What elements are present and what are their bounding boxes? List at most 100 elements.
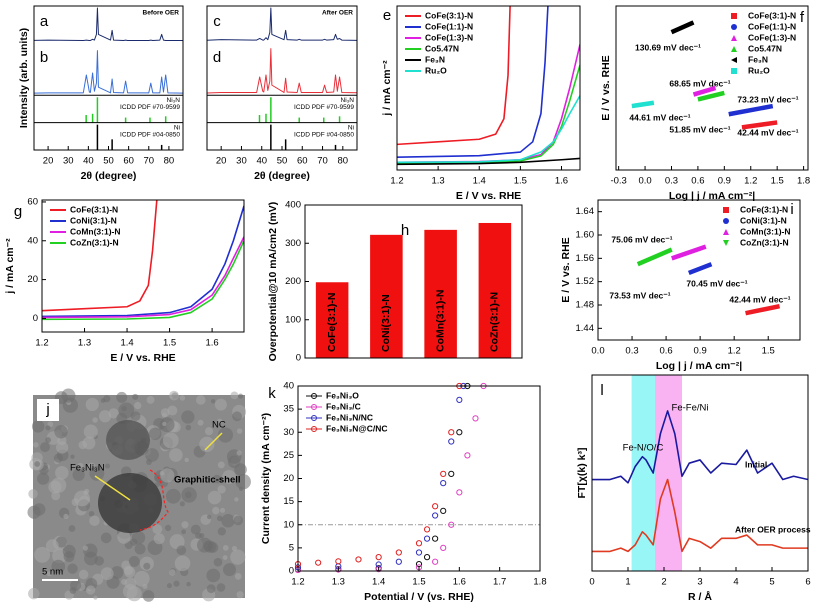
legend-swatch bbox=[723, 229, 729, 235]
texture bbox=[236, 450, 242, 456]
legend-swatch bbox=[731, 13, 737, 19]
x-tick-label: 30 bbox=[236, 156, 247, 167]
data-line bbox=[671, 244, 707, 261]
texture bbox=[70, 579, 82, 591]
legend-swatch bbox=[731, 24, 737, 30]
legend-label: CoZn(3:1)-N bbox=[70, 237, 119, 247]
texture bbox=[213, 557, 223, 567]
panel-label: a bbox=[40, 13, 49, 30]
texture bbox=[159, 417, 175, 433]
texture bbox=[181, 487, 197, 503]
x-tick-label: 1.5 bbox=[762, 346, 775, 357]
legend-swatch bbox=[723, 218, 729, 224]
bar bbox=[315, 282, 349, 358]
panel-title: Before OER bbox=[143, 10, 180, 17]
panel-label: e bbox=[383, 7, 391, 24]
texture bbox=[207, 490, 222, 505]
data-line bbox=[741, 120, 778, 130]
legend-label: CoFe(1:1)-N bbox=[425, 21, 473, 31]
x-tick-label: 50 bbox=[277, 156, 288, 167]
data-point bbox=[456, 396, 463, 403]
legend-swatch bbox=[731, 35, 737, 41]
data-point bbox=[423, 526, 431, 533]
x-tick-label: 70 bbox=[317, 156, 328, 167]
texture bbox=[84, 551, 98, 566]
data-line bbox=[34, 50, 183, 94]
texture bbox=[28, 587, 40, 600]
texture bbox=[45, 539, 59, 553]
texture bbox=[174, 555, 191, 572]
y-tick-label: 15 bbox=[283, 496, 294, 507]
texture bbox=[235, 473, 251, 490]
x-tick-label: 0 bbox=[589, 577, 594, 588]
y-tick-label: 20 bbox=[283, 473, 294, 484]
x-axis-label: Log | j / mA cm⁻²| bbox=[669, 190, 755, 202]
slope-label: 51.85 mV dec⁻¹ bbox=[669, 124, 730, 134]
data-line bbox=[397, 95, 580, 164]
texture bbox=[212, 506, 220, 515]
texture bbox=[231, 545, 238, 552]
texture bbox=[56, 441, 69, 454]
data-point bbox=[375, 566, 382, 573]
data-point bbox=[464, 452, 471, 459]
texture bbox=[222, 545, 229, 551]
texture bbox=[162, 421, 167, 427]
texture bbox=[179, 501, 185, 507]
texture bbox=[121, 406, 127, 412]
bar bbox=[370, 234, 403, 358]
texture bbox=[206, 514, 212, 520]
legend-swatch bbox=[731, 46, 737, 52]
texture bbox=[234, 572, 242, 580]
data-line bbox=[42, 240, 244, 321]
texture bbox=[130, 411, 141, 421]
texture bbox=[222, 555, 228, 560]
y-axis-label: j / mA cm⁻² bbox=[381, 60, 393, 117]
y-tick-label: 0 bbox=[296, 353, 301, 364]
arrow bbox=[204, 432, 223, 451]
y-tick-label: 0 bbox=[33, 313, 38, 324]
reference-card: ICDD PDF #70-9599 bbox=[294, 104, 354, 111]
x-tick-label: 1.4 bbox=[372, 577, 385, 588]
texture bbox=[98, 410, 112, 423]
x-axis-label: R / Å bbox=[688, 590, 712, 603]
x-tick-label: 0.6 bbox=[659, 346, 672, 357]
y-axis-label: E / V vs. RHE bbox=[600, 55, 612, 120]
bar bbox=[424, 229, 457, 358]
texture bbox=[55, 466, 69, 480]
texture bbox=[51, 559, 66, 574]
data-point bbox=[432, 535, 439, 542]
texture bbox=[181, 529, 186, 535]
texture bbox=[27, 505, 41, 519]
legend-label: Fe₃Ni₃/C bbox=[326, 401, 361, 411]
texture bbox=[134, 543, 146, 555]
plot-frame bbox=[33, 5, 184, 151]
x-tick-label: 1.3 bbox=[78, 338, 91, 349]
legend-label: Ru₂O bbox=[748, 65, 770, 75]
x-tick-label: 1.5 bbox=[412, 577, 425, 588]
legend-swatch bbox=[723, 240, 729, 246]
panel-label: f bbox=[800, 9, 805, 26]
texture bbox=[89, 465, 105, 481]
panel-label: c bbox=[213, 13, 221, 30]
texture bbox=[62, 544, 76, 558]
data-point bbox=[456, 489, 463, 496]
data-point bbox=[440, 507, 447, 514]
reference-card: ICDD PDF #04-0850 bbox=[120, 131, 180, 138]
data-line bbox=[397, 157, 580, 166]
y-tick-label: 5 bbox=[289, 542, 294, 553]
x-tick-label: 1.2 bbox=[35, 338, 48, 349]
texture bbox=[67, 563, 78, 574]
x-tick-label: 1.8 bbox=[797, 176, 810, 187]
data-point bbox=[355, 556, 362, 563]
texture bbox=[217, 418, 223, 424]
annotation: NC bbox=[212, 420, 226, 431]
panel-label: d bbox=[213, 49, 221, 66]
data-point bbox=[395, 549, 402, 556]
texture bbox=[217, 461, 225, 469]
y-tick-label: 40 bbox=[27, 235, 38, 246]
y-tick-label: 25 bbox=[283, 450, 294, 461]
plot-frame bbox=[615, 5, 809, 171]
x-tick-label: 1.3 bbox=[432, 176, 445, 187]
slope-label: 130.69 mV dec⁻¹ bbox=[635, 42, 701, 52]
x-tick-label: 0.3 bbox=[625, 346, 638, 357]
